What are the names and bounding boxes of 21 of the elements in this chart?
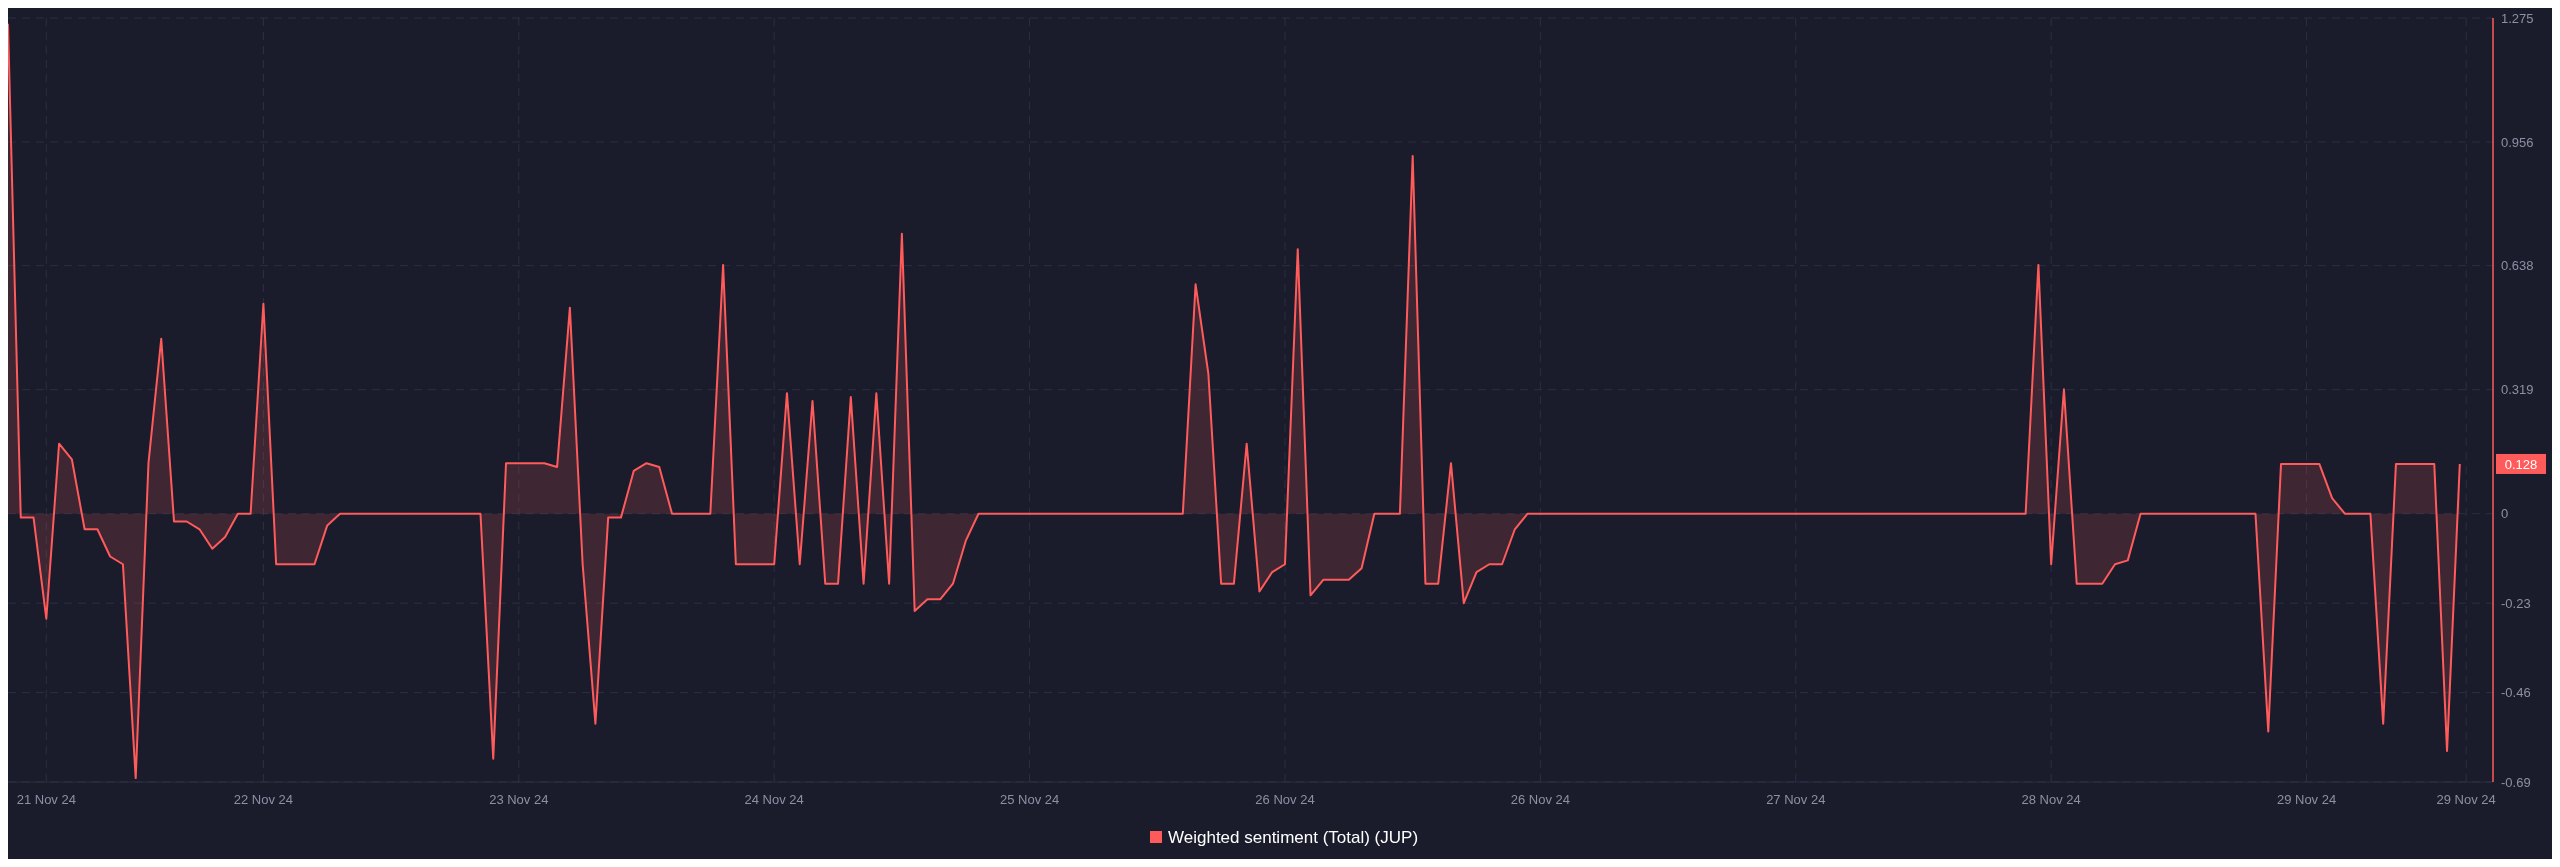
x-tick-label: 21 Nov 24 (16, 792, 76, 807)
y-tick-label: 0.319 (2501, 382, 2534, 398)
text: 0.128 (2504, 456, 2538, 472)
y-tick-label: -0.69 (2501, 774, 2531, 790)
legend-label: Weighted sentiment (Total) (JUP) (1168, 827, 1419, 847)
y-tick-label: 0 (2501, 506, 2509, 522)
x-tick-label: 29 Nov 24 (2436, 792, 2496, 807)
x-tick-label: 27 Nov 24 (1766, 792, 1826, 807)
x-tick-label: 22 Nov 24 (233, 792, 294, 807)
x-tick-label: 26 Nov 24 (1510, 792, 1571, 807)
y-tick-label: 1.275 (2501, 10, 2534, 26)
y-tick-label: 0.956 (2501, 134, 2534, 150)
y-tick-label: -0.46 (2501, 685, 2531, 701)
x-tick-label: 25 Nov 24 (999, 792, 1060, 807)
y-tick-label: -0.23 (2501, 595, 2531, 611)
x-tick-label: 26 Nov 24 (1255, 792, 1315, 807)
x-tick-label: 23 Nov 24 (489, 792, 549, 807)
x-tick-label: 29 Nov 24 (2276, 792, 2337, 807)
x-tick-label: 24 Nov 24 (744, 792, 804, 807)
x-tick-label: 28 Nov 24 (2021, 792, 2081, 807)
y-tick-label: 0.638 (2501, 258, 2534, 274)
